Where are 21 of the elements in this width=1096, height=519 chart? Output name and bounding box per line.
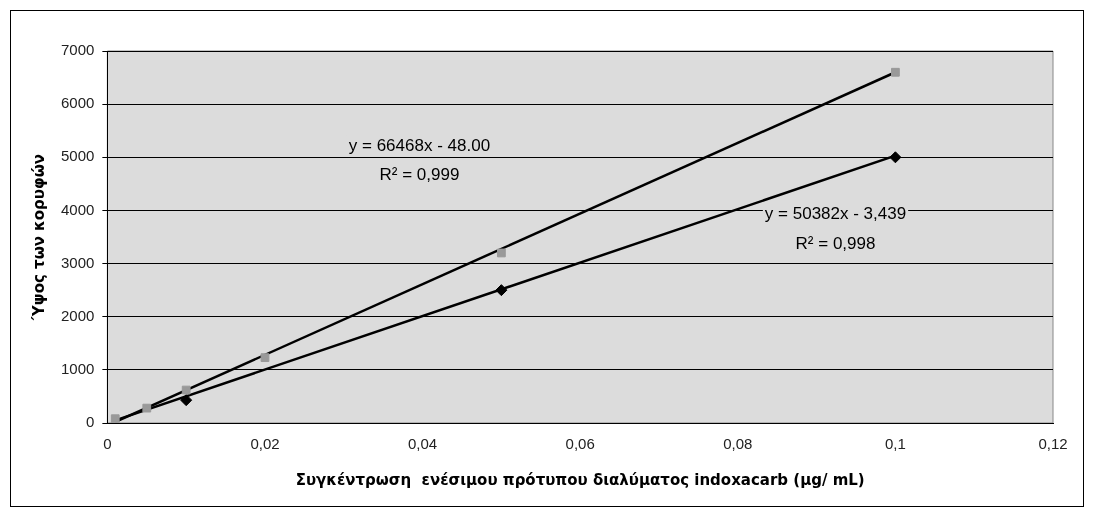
y-tick-label: 7000 xyxy=(60,41,95,59)
y-tick-label: 5000 xyxy=(60,147,95,165)
x-tick-label: 0,06 xyxy=(565,435,595,453)
annotation: R² = 0,998 xyxy=(795,234,876,254)
annotation: y = 66468x - 48.00 xyxy=(348,135,491,155)
x-tick-label: 0,02 xyxy=(250,435,280,453)
x-tick-label: 0,1 xyxy=(884,435,906,453)
x-tick-label: 0 xyxy=(103,435,112,453)
y-tick-label: 6000 xyxy=(60,94,95,112)
x-tick-label: 0,08 xyxy=(723,435,753,453)
y-tick-label: 3000 xyxy=(60,253,95,271)
y-tick-label: 4000 xyxy=(60,200,95,218)
x-tick-label: 0,12 xyxy=(1038,435,1068,453)
y-axis-title: Ύψος των κορυφών xyxy=(29,154,48,321)
y-tick-label: 1000 xyxy=(60,360,95,377)
y-tick-label: 0 xyxy=(86,413,95,431)
annotation: y = 50382x - 3,439 xyxy=(764,204,907,224)
y-tick-label: 2000 xyxy=(60,306,95,324)
x-axis-title: Συγκέντρωση ενέσιμου πρότυπου διαλύματος indoxacarb (μg/ mL) xyxy=(295,470,865,489)
annotation: R² = 0,999 xyxy=(379,165,460,185)
x-tick-label: 0,04 xyxy=(407,435,438,453)
